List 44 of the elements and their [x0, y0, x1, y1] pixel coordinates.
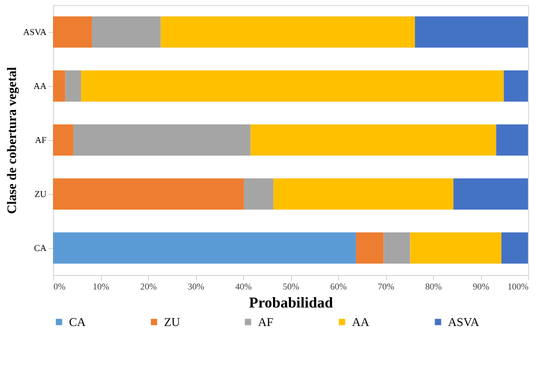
x-tick-label: 90% [472, 282, 490, 292]
bar [160, 16, 415, 48]
x-tick-label: 80% [425, 282, 442, 292]
bar [273, 178, 454, 210]
y-tick-label: CA [34, 243, 47, 253]
bar [53, 232, 356, 264]
bar [53, 70, 66, 102]
bar [65, 70, 82, 102]
x-axis-title: Probabilidad [249, 296, 334, 312]
bar [504, 70, 528, 102]
y-axis-title: Clase de cobertura vegetal [4, 66, 20, 214]
x-tick-label: 30% [188, 282, 205, 292]
legend-label: ZU [164, 315, 180, 329]
bar [53, 178, 244, 210]
legend-label: AF [258, 315, 274, 329]
bar [356, 232, 384, 264]
bar [453, 178, 528, 210]
bar [384, 232, 410, 264]
bar [73, 124, 251, 156]
bar [244, 178, 274, 210]
bar [250, 124, 496, 156]
legend-label: AA [352, 315, 370, 329]
legend-label: ASVA [448, 315, 480, 329]
x-tick-label: 50% [282, 282, 300, 292]
x-tick-label: 70% [378, 282, 395, 292]
x-tick-label: 20% [140, 282, 158, 292]
bar [92, 16, 161, 48]
bar [496, 124, 528, 156]
y-tick-label: ASVA [23, 27, 47, 37]
bar [53, 124, 74, 156]
x-tick-label: 40% [235, 282, 252, 292]
x-tick-label: 0% [54, 282, 66, 292]
y-tick-label: ZU [34, 189, 47, 199]
bar [410, 232, 502, 264]
x-tick-label: 10% [92, 282, 110, 292]
bar [501, 232, 528, 264]
bar [53, 16, 92, 48]
bar [81, 70, 504, 102]
y-tick-label: AF [34, 135, 46, 145]
x-tick-label: 60% [330, 282, 348, 292]
legend-label: CA [69, 315, 86, 329]
x-tick-label: 100% [508, 282, 529, 292]
bar [414, 16, 528, 48]
y-tick-label: AA [34, 81, 47, 91]
